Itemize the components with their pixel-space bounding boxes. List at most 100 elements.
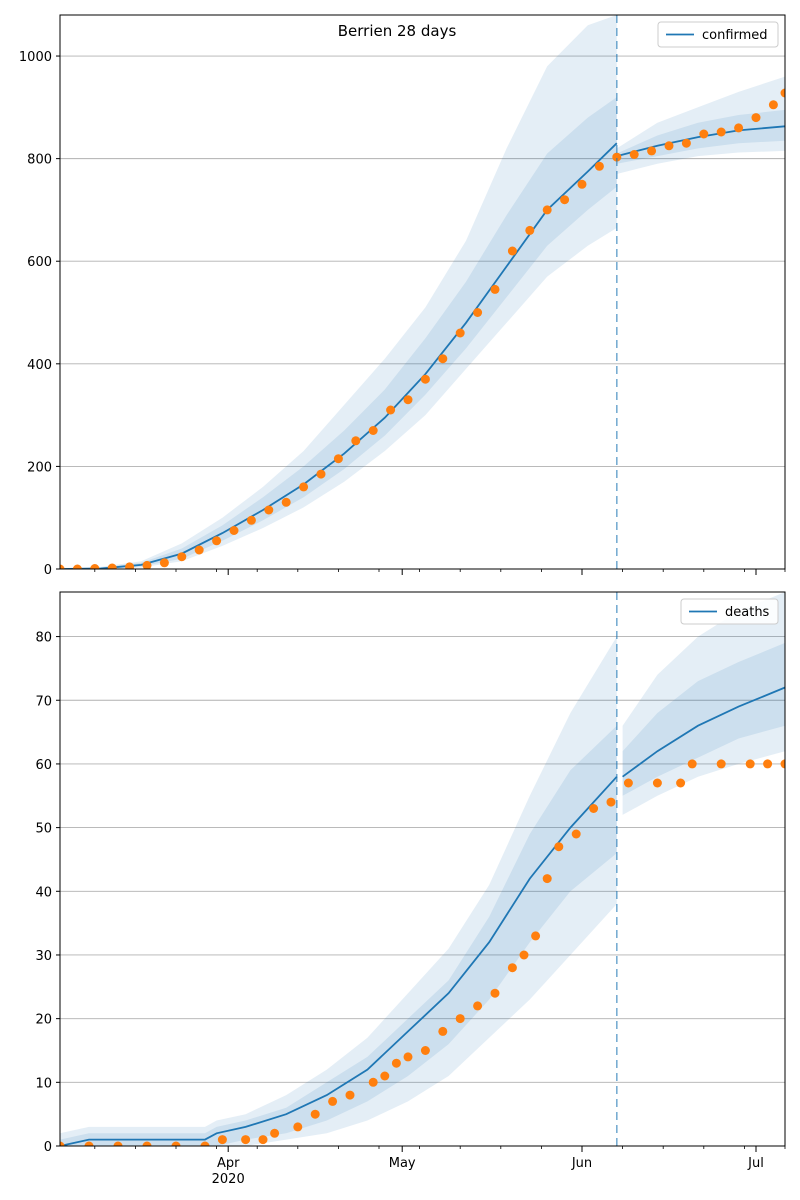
observed-point <box>200 1141 210 1146</box>
observed-point <box>531 931 541 941</box>
observed-point <box>751 113 761 123</box>
observed-point <box>519 950 529 960</box>
observed-point <box>420 1046 430 1055</box>
observed-point <box>125 562 135 569</box>
observed-point <box>420 374 430 384</box>
observed-point <box>368 426 378 435</box>
observed-point <box>380 1071 390 1081</box>
observed-point <box>473 308 483 317</box>
observed-point <box>652 778 662 788</box>
observed-point <box>594 161 604 171</box>
observed-point <box>84 1141 94 1146</box>
observed-point <box>687 759 697 769</box>
observed-point <box>246 515 256 525</box>
y-tick-label: 0 <box>44 563 52 578</box>
y-tick-label: 20 <box>35 1013 52 1028</box>
y-tick-label: 600 <box>27 255 52 270</box>
x-tick-label: May <box>389 1156 416 1171</box>
y-tick-label: 30 <box>35 949 52 964</box>
observed-point <box>438 1026 448 1036</box>
uncertainty-band <box>622 642 785 796</box>
observed-point <box>328 1096 338 1106</box>
observed-point <box>612 152 622 162</box>
uncertainty-band <box>622 592 785 815</box>
y-tick-label: 40 <box>35 885 52 900</box>
observed-point <box>386 405 396 415</box>
observed-point <box>455 328 465 338</box>
legend: confirmed <box>657 21 779 48</box>
observed-point <box>763 759 773 769</box>
observed-point <box>542 205 552 215</box>
legend-box <box>680 598 779 625</box>
observed-point <box>142 560 152 569</box>
observed-point <box>780 759 785 769</box>
observed-point <box>316 469 326 479</box>
observed-point <box>647 146 657 156</box>
observed-point <box>571 829 581 839</box>
observed-point <box>716 127 726 137</box>
x-tick-label: Jun <box>571 1156 592 1171</box>
x-tick-label: Jul <box>747 1156 764 1171</box>
uncertainty-band <box>60 97 617 569</box>
observed-point <box>159 558 169 568</box>
axes-frame <box>59 14 786 570</box>
observed-point <box>212 536 222 546</box>
legend-label: confirmed <box>702 28 768 43</box>
observed-point <box>171 1141 181 1146</box>
observed-point <box>560 195 570 205</box>
observed-point <box>281 497 291 507</box>
observed-point <box>270 1128 280 1138</box>
figure-title: Berrien 28 days <box>338 22 457 40</box>
observed-point <box>113 1141 123 1146</box>
y-tick-label: 400 <box>27 358 52 373</box>
observed-point <box>177 552 187 562</box>
observed-point <box>217 1135 227 1145</box>
observed-point <box>768 100 778 110</box>
observed-point <box>60 1141 65 1146</box>
observed-point <box>589 804 599 813</box>
observed-point <box>299 482 309 492</box>
model-line <box>60 776 618 1146</box>
observed-point <box>333 454 343 464</box>
observed-point <box>241 1135 251 1145</box>
observed-point <box>264 505 274 515</box>
confirmed-panel: 0 200 400 600 800 1000 confirmed <box>19 14 786 578</box>
observed-point <box>676 778 686 788</box>
observed-point <box>681 138 691 148</box>
observed-point <box>629 150 639 159</box>
observed-point <box>606 797 616 807</box>
observed-point <box>623 778 633 788</box>
x-tick-label: Apr <box>217 1156 240 1171</box>
observed-point <box>473 1001 483 1011</box>
observed-point <box>60 564 65 569</box>
observed-point <box>90 564 100 569</box>
observed-point <box>542 874 552 884</box>
observed-point <box>490 284 500 294</box>
model-line-forecast <box>622 686 785 778</box>
y-tick-label: 60 <box>35 758 52 773</box>
uncertainty-band <box>60 15 617 569</box>
observed-point <box>455 1014 465 1024</box>
uncertainty-band <box>60 636 617 1146</box>
observed-point <box>438 354 448 364</box>
plot-area <box>60 592 785 1146</box>
observed-point <box>525 225 535 235</box>
y-tick-label: 1000 <box>19 50 52 65</box>
x-tick-sublabel: 2020 <box>212 1172 245 1187</box>
y-tick-label: 80 <box>35 631 52 646</box>
y-tick-label: 70 <box>35 694 52 709</box>
observed-point <box>716 759 726 769</box>
observed-point <box>107 563 117 569</box>
observed-point <box>403 1052 413 1062</box>
observed-point <box>351 436 361 446</box>
y-tick-label: 800 <box>27 153 52 168</box>
plot-area <box>60 15 785 569</box>
observed-point <box>507 963 517 973</box>
observed-point <box>229 526 239 535</box>
uncertainty-band <box>60 725 617 1146</box>
observed-point <box>734 123 744 133</box>
observed-point <box>310 1109 320 1119</box>
observed-point <box>664 141 674 151</box>
y-tick-label: 10 <box>35 1076 52 1091</box>
